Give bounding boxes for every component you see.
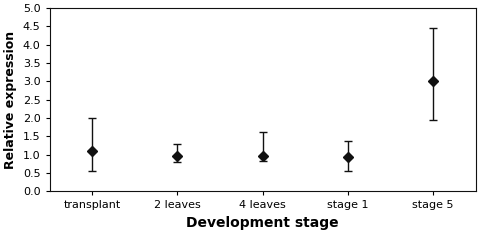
X-axis label: Development stage: Development stage xyxy=(186,216,339,230)
Y-axis label: Relative expression: Relative expression xyxy=(4,31,17,169)
